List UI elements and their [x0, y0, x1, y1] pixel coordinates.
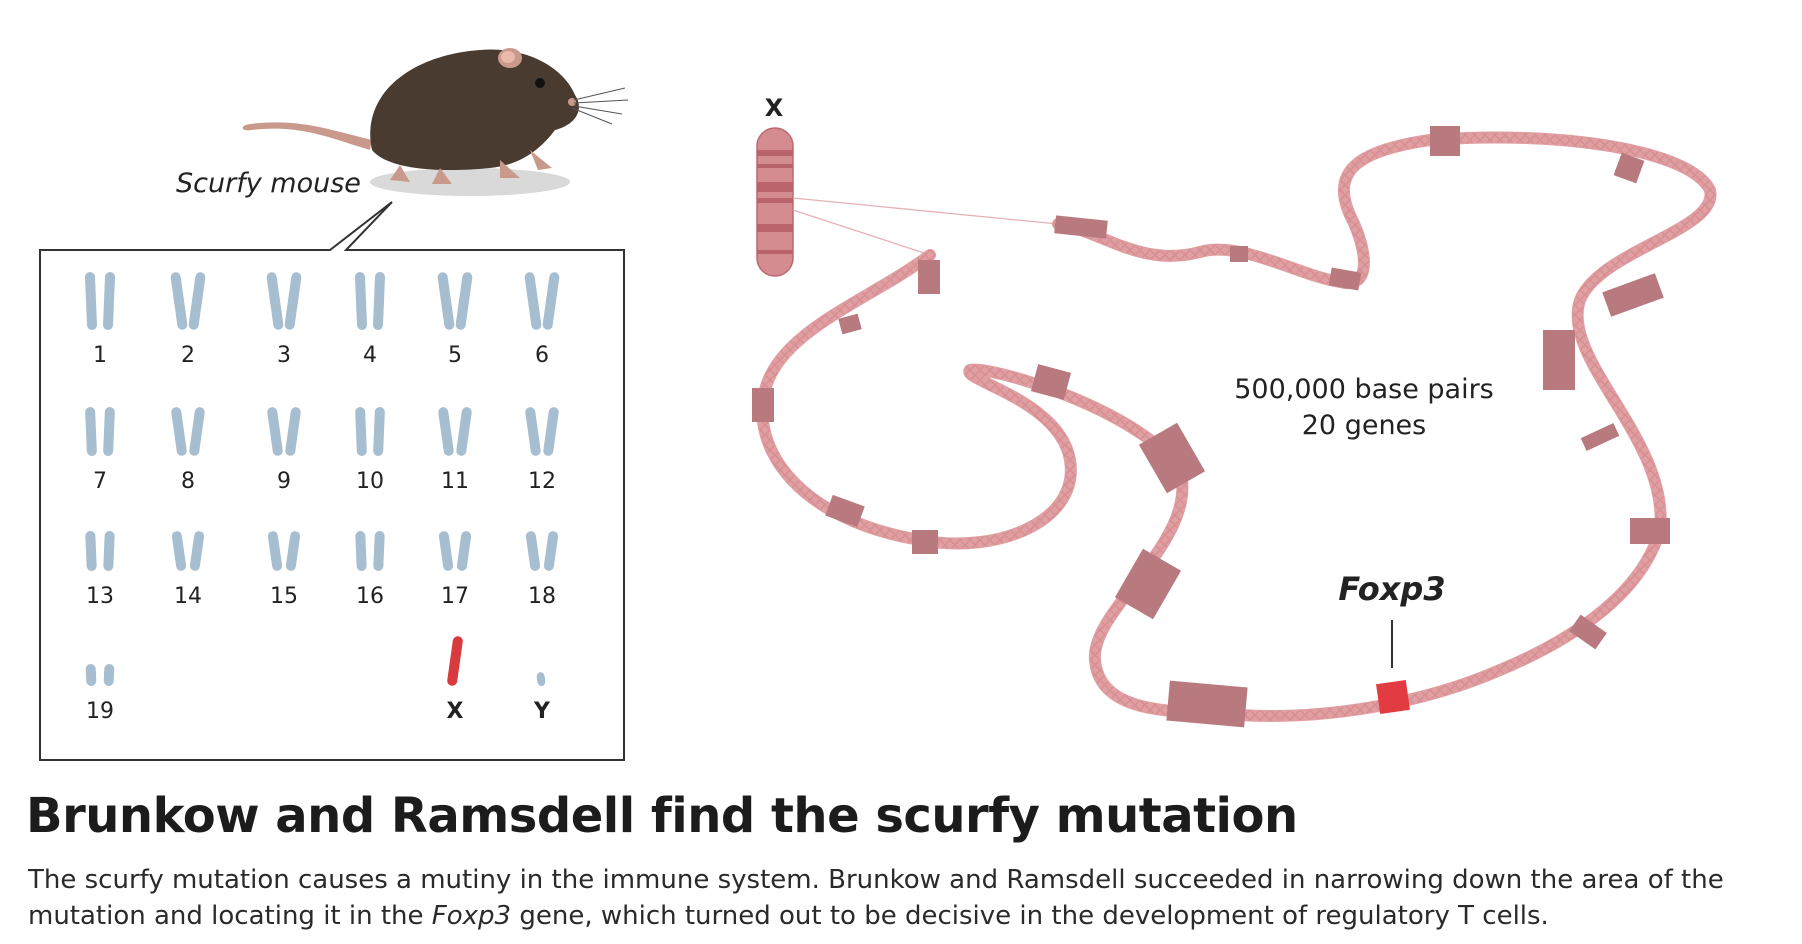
page-title: Brunkow and Ramsdell find the scurfy mut…	[26, 788, 1298, 844]
x-chromosome	[756, 127, 1059, 277]
gene-box	[825, 494, 865, 528]
gene-box	[1569, 614, 1607, 650]
chromosome-label-7: 7	[93, 469, 107, 494]
chromosome-16	[355, 531, 367, 571]
chromosome-12	[525, 407, 541, 456]
chromosome-4	[354, 272, 368, 330]
chromosome-label-19: 19	[86, 699, 114, 724]
chromosome-2	[170, 272, 188, 330]
chromosome-label-4: 4	[363, 343, 377, 368]
chromosome-9	[285, 407, 301, 456]
gene-box	[838, 313, 862, 335]
gene-box	[1430, 126, 1460, 156]
chromosome-label-15: 15	[270, 584, 298, 609]
chromosome-label-3: 3	[277, 343, 291, 368]
chromosome-label-11: 11	[441, 469, 469, 494]
genes-count-label: 20 genes	[1302, 410, 1426, 441]
gene-box	[752, 388, 774, 422]
chromosome-label-X: X	[447, 699, 464, 724]
chromosome-17	[456, 531, 472, 571]
chromosome-4	[372, 272, 386, 330]
mouse-illustration	[242, 48, 629, 196]
description-part1: The scurfy mutation causes a mutiny in t…	[28, 865, 1724, 931]
chromosome-18	[525, 531, 541, 571]
chromosome-10	[373, 407, 385, 456]
description: The scurfy mutation causes a mutiny in t…	[28, 862, 1788, 934]
gene-box	[1230, 246, 1248, 262]
chromosome-label-9: 9	[277, 469, 291, 494]
chromosome-label-Y: Y	[533, 699, 551, 724]
chromosome-label-17: 17	[441, 584, 469, 609]
chromosome-12	[543, 407, 559, 456]
gene-boxes	[752, 126, 1670, 728]
chromosome-label-18: 18	[528, 584, 556, 609]
chromosome-9	[267, 407, 283, 456]
chromosome-label-2: 2	[181, 343, 195, 368]
chromosome-label-10: 10	[356, 469, 384, 494]
chromosome-14	[171, 531, 187, 571]
chromosome-1	[102, 272, 116, 330]
chromosome-1	[84, 272, 98, 330]
chromosome-2	[188, 272, 206, 330]
chromosome-16	[373, 531, 385, 571]
chromosome-15	[267, 531, 283, 571]
chromosome-5	[455, 272, 473, 330]
chromosome-label-6: 6	[535, 343, 549, 368]
chromosome-label-1: 1	[93, 343, 107, 368]
chromosome-10	[355, 407, 367, 456]
description-gene: Foxp3	[431, 901, 512, 931]
chromosome-11	[438, 407, 454, 456]
base-pairs-label: 500,000 base pairs	[1234, 374, 1494, 405]
gene-box	[1328, 267, 1362, 291]
mouse-label: Scurfy mouse	[176, 168, 361, 199]
chromosome-5	[437, 272, 455, 330]
gene-box	[1030, 364, 1072, 400]
chromosome-18	[543, 531, 559, 571]
gene-box-foxp3	[1376, 680, 1410, 714]
chromosome-3	[284, 272, 302, 330]
chromosome-label-13: 13	[86, 584, 114, 609]
description-part2: gene, which turned out to be decisive in…	[511, 901, 1549, 931]
chromosome-6	[524, 272, 542, 330]
karyotype-box	[39, 201, 625, 761]
dna-strand	[756, 131, 1717, 722]
gene-box	[1543, 330, 1575, 390]
chromosome-label-16: 16	[356, 584, 384, 609]
chromosome-7	[103, 407, 115, 456]
y-chromosome-mark	[536, 672, 546, 687]
chromosome-label-5: 5	[448, 343, 462, 368]
gene-box	[918, 260, 940, 294]
chromosome-19	[85, 664, 97, 686]
chromosome-label-8: 8	[181, 469, 195, 494]
chromosome-label-14: 14	[174, 584, 202, 609]
chromosome-label-12: 12	[528, 469, 556, 494]
chromosome-17	[438, 531, 454, 571]
gene-box	[1054, 215, 1108, 239]
chromosome-8	[189, 407, 205, 456]
chromosome-13	[85, 531, 97, 571]
gene-box	[1613, 152, 1645, 184]
chromosome-6	[542, 272, 560, 330]
chromosome-19	[103, 664, 115, 686]
chromosome-3	[266, 272, 284, 330]
chromosome-15	[285, 531, 301, 571]
chromosome-14	[189, 531, 205, 571]
gene-box	[1166, 680, 1248, 728]
gene-box	[1138, 422, 1206, 494]
chromosome-7	[85, 407, 97, 456]
gene-box	[1602, 273, 1664, 317]
gene-box	[1114, 548, 1182, 620]
foxp3-label: Foxp3	[1338, 570, 1445, 608]
gene-box	[1630, 518, 1670, 544]
gene-box	[912, 530, 938, 554]
chromosome-11	[456, 407, 472, 456]
chromosome-8	[171, 407, 187, 456]
chromosome-13	[103, 531, 115, 571]
gene-box	[1580, 423, 1620, 451]
chromosome-x-label: X	[765, 94, 784, 122]
x-chromosome-mark	[447, 636, 463, 686]
